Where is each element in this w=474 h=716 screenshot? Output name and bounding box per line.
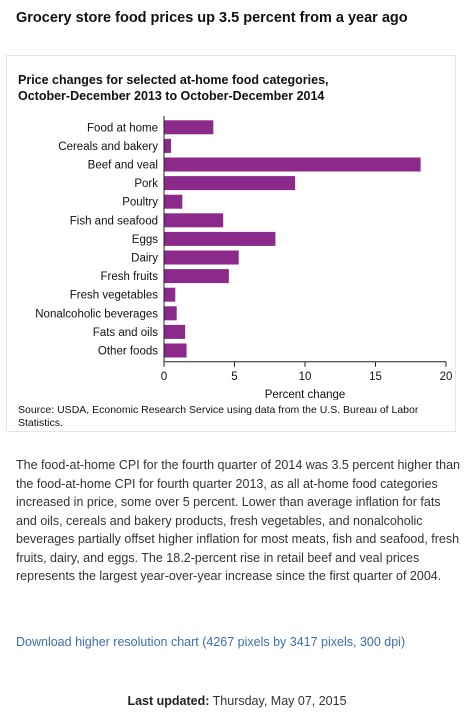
page-title: Grocery store food prices up 3.5 percent… [16,10,408,26]
bar [164,157,421,172]
category-label: Beef and veal [88,160,158,172]
last-updated-label: Last updated: [127,694,210,708]
category-label: Fish and seafood [70,215,158,227]
bar [164,194,183,209]
bar [164,287,176,302]
chart-title-line-1: Price changes for selected at-home food … [18,73,329,87]
x-tick-label: 10 [299,371,312,383]
bar-chart: Food at home Cereals and bakery Beef and v… [35,116,453,400]
category-label: Fresh fruits [100,271,158,283]
bar [164,231,276,246]
category-label: Nonalcoholic beverages [35,308,158,320]
bar [164,269,229,284]
category-label: Fats and oils [93,327,158,339]
category-label: Cereals and bakery [58,141,158,153]
chart-description: The food-at-home CPI for the fourth quar… [16,458,461,583]
last-updated: Last updated: Thursday, May 07, 2015 [0,694,474,708]
category-label: Food at home [87,122,158,134]
x-tick-label: 5 [231,371,237,383]
bars [164,120,421,358]
category-labels: Food at home Cereals and bakery Beef and v… [35,122,158,357]
x-tick-label: 0 [161,371,167,383]
category-label: Eggs [132,234,158,246]
source-note: Source: USDA, Economic Research Service … [18,404,419,429]
bar [164,120,214,135]
x-tick-label: 20 [440,371,453,383]
axes [163,116,446,363]
bar [164,138,172,153]
bar [164,176,296,191]
category-label: Dairy [131,253,158,265]
category-label: Fresh vegetables [70,290,158,302]
bar [164,324,186,339]
category-label: Poultry [122,197,158,209]
category-label: Other foods [98,346,158,358]
bar [164,213,224,228]
x-axis-title: Percent change [265,389,346,400]
bar [164,250,239,265]
bar [164,343,187,358]
x-tick-label: 15 [369,371,382,383]
chart-title: Price changes for selected at-home food … [18,72,329,104]
chart-subtitle: October-December 2013 to October-Decembe… [18,89,325,103]
download-high-res-link[interactable]: Download higher resolution chart (4267 p… [16,635,406,649]
bar [164,306,177,321]
last-updated-date: Thursday, May 07, 2015 [212,694,347,708]
category-label: Pork [134,178,158,190]
x-axis-ticks: 0 5 10 15 20 [161,361,453,383]
